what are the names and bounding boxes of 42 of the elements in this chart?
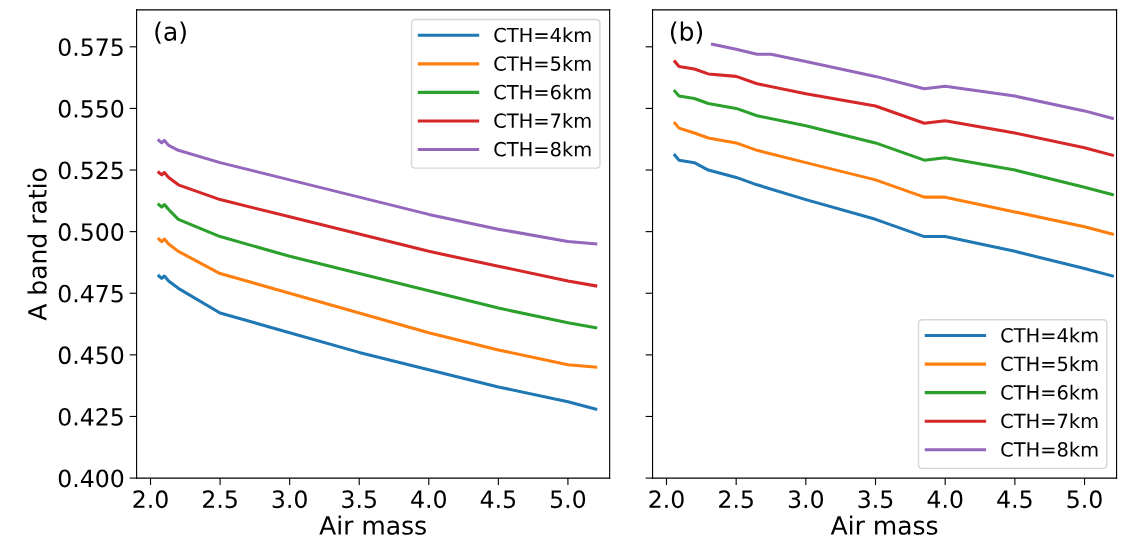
y-tick-label: 0.400 bbox=[58, 469, 124, 488]
line-series bbox=[157, 170, 598, 288]
x-tick-label: 4.5 bbox=[997, 490, 1032, 509]
x-tick-label: 2.0 bbox=[649, 490, 684, 509]
x-tick-label: 5.0 bbox=[1067, 490, 1102, 509]
x-tick-label: 3.5 bbox=[342, 490, 376, 509]
y-tick-label: 0.575 bbox=[58, 38, 123, 57]
x-tick-label: 3.0 bbox=[788, 490, 824, 509]
x-tick-label: 3.0 bbox=[272, 490, 307, 509]
legend-label: CTH=7km bbox=[494, 112, 591, 129]
x-tick-label: 2.0 bbox=[133, 490, 168, 509]
x-tick-label: 2.5 bbox=[203, 490, 237, 509]
legend-label: CTH=4km bbox=[494, 27, 591, 43]
x-tick-label: 4.0 bbox=[411, 490, 446, 509]
line-series bbox=[157, 138, 598, 246]
legend-label: CTH=7km bbox=[1001, 413, 1098, 429]
y-axis-title: A band ratio bbox=[27, 168, 47, 321]
line-series bbox=[157, 237, 598, 369]
x-axis-title: Air mass bbox=[319, 515, 426, 535]
y-tick-label: 0.500 bbox=[58, 223, 124, 241]
annotation: (a) bbox=[155, 21, 186, 44]
legend-label: CTH=8km bbox=[1001, 441, 1098, 457]
legend-label: CTH=6km bbox=[1001, 384, 1098, 400]
x-tick-label: 4.5 bbox=[480, 490, 516, 509]
y-tick-label: 0.425 bbox=[58, 407, 123, 426]
legend-label: CTH=8km bbox=[494, 141, 591, 157]
y-tick-label: 0.550 bbox=[58, 99, 124, 118]
y-tick-label: 0.525 bbox=[58, 161, 123, 180]
y-tick-label: 0.450 bbox=[58, 346, 124, 365]
x-tick-label: 2.5 bbox=[719, 490, 753, 509]
y-tick-label: 0.475 bbox=[58, 284, 123, 303]
line-series bbox=[157, 203, 598, 330]
line-series bbox=[157, 274, 598, 411]
x-tick-label: 3.5 bbox=[858, 490, 893, 509]
legend-label: CTH=5km bbox=[1001, 356, 1098, 372]
annotation: (b) bbox=[670, 21, 703, 44]
legend-label: CTH=5km bbox=[494, 55, 591, 71]
x-tick-label: 4.0 bbox=[927, 490, 963, 509]
x-axis-title: Air mass bbox=[830, 515, 938, 535]
legend-label: CTH=4km bbox=[1001, 327, 1098, 343]
x-tick-label: 5.0 bbox=[550, 490, 586, 509]
legend-label: CTH=6km bbox=[494, 84, 591, 100]
